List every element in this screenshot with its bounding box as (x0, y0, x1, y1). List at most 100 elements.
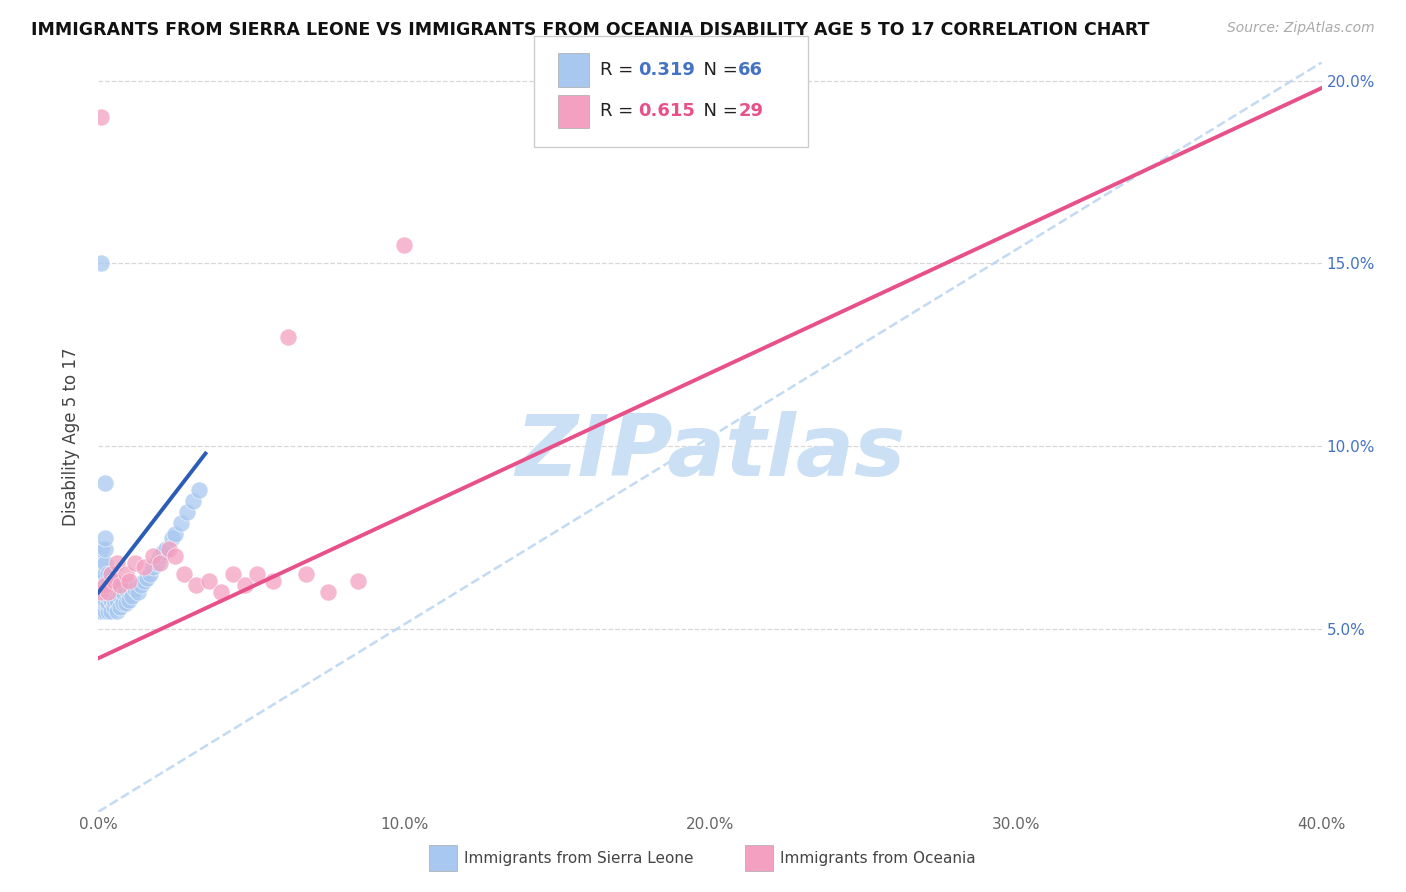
Text: R =: R = (600, 103, 640, 120)
Point (97, 574, 120, 589)
Point (155, 541, 177, 556)
Point (118, 578, 141, 592)
Point (157, 541, 180, 556)
Point (90, 578, 112, 592)
Point (173, 567, 195, 582)
Point (115, 596, 138, 610)
Point (115, 567, 138, 582)
Point (108, 589, 131, 603)
Point (124, 582, 146, 596)
Point (233, 578, 256, 592)
Point (170, 516, 193, 530)
Point (93, 556, 115, 570)
Text: 0.615: 0.615 (638, 103, 695, 120)
Point (93, 578, 115, 592)
Point (145, 556, 167, 570)
Text: 66: 66 (738, 61, 763, 78)
Point (103, 600, 125, 615)
Point (142, 559, 165, 574)
Point (277, 329, 299, 343)
Point (105, 592, 128, 607)
Point (152, 545, 174, 559)
Point (222, 567, 245, 582)
Point (124, 556, 146, 570)
Point (97, 567, 120, 582)
Point (197, 574, 219, 589)
Point (90, 556, 112, 570)
Point (90, 110, 112, 124)
Point (111, 585, 134, 599)
Point (100, 585, 122, 599)
Point (100, 567, 122, 582)
Point (105, 556, 128, 570)
Point (108, 578, 131, 592)
Text: 29: 29 (738, 103, 763, 120)
Point (93, 585, 115, 599)
Text: IMMIGRANTS FROM SIERRA LEONE VS IMMIGRANTS FROM OCEANIA DISABILITY AGE 5 TO 17 C: IMMIGRANTS FROM SIERRA LEONE VS IMMIGRAN… (31, 21, 1150, 38)
Point (93, 531, 115, 545)
Text: Immigrants from Oceania: Immigrants from Oceania (780, 851, 976, 865)
Point (188, 483, 211, 497)
Point (93, 596, 115, 610)
Point (163, 549, 186, 563)
Point (100, 567, 122, 582)
Point (176, 505, 198, 519)
Point (90, 585, 112, 599)
Point (100, 592, 122, 607)
Text: Source: ZipAtlas.com: Source: ZipAtlas.com (1227, 21, 1375, 35)
Point (118, 574, 141, 589)
Point (347, 574, 370, 589)
Point (100, 578, 122, 592)
Point (90, 604, 112, 618)
Point (97, 582, 120, 596)
Text: N =: N = (692, 103, 744, 120)
Point (121, 589, 143, 603)
Point (103, 574, 125, 589)
Text: R =: R = (600, 61, 640, 78)
Point (97, 596, 120, 610)
Point (105, 578, 128, 592)
Point (87, 604, 110, 618)
Point (97, 589, 120, 603)
Point (127, 585, 149, 599)
Point (93, 567, 115, 582)
Point (93, 592, 115, 607)
Point (316, 585, 339, 599)
Point (160, 531, 183, 545)
Point (103, 592, 125, 607)
Point (149, 556, 172, 570)
Point (90, 585, 112, 599)
Point (100, 604, 122, 618)
Point (90, 256, 112, 270)
Point (181, 494, 204, 508)
Point (186, 578, 208, 592)
Point (149, 549, 172, 563)
Point (93, 578, 115, 592)
Point (246, 567, 269, 582)
Point (295, 567, 318, 582)
Point (103, 585, 125, 599)
Point (142, 549, 165, 563)
Point (97, 585, 120, 599)
Point (118, 592, 141, 607)
Point (108, 600, 131, 615)
Point (139, 567, 162, 582)
Point (134, 559, 156, 574)
Point (111, 596, 134, 610)
Point (115, 582, 138, 596)
Text: N =: N = (692, 61, 744, 78)
Point (163, 527, 186, 541)
Point (90, 574, 112, 589)
Point (93, 475, 115, 490)
Point (392, 238, 416, 252)
Text: Immigrants from Sierra Leone: Immigrants from Sierra Leone (464, 851, 693, 865)
Point (262, 574, 284, 589)
Point (90, 567, 112, 582)
Point (90, 541, 112, 556)
Point (90, 592, 112, 607)
Point (129, 578, 152, 592)
Point (103, 574, 125, 589)
Point (108, 578, 131, 592)
Point (134, 574, 156, 589)
Point (105, 604, 128, 618)
